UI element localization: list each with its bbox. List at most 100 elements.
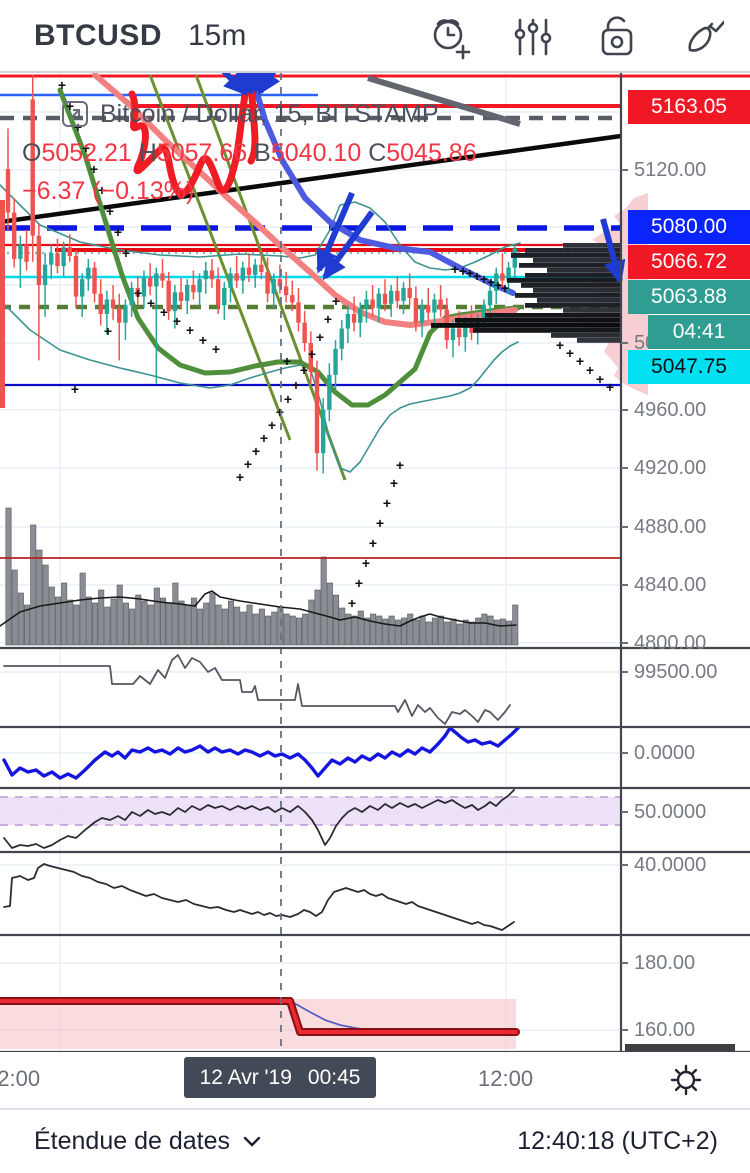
arrow-drawing <box>316 191 355 274</box>
sar-plus-mark: + <box>90 161 98 177</box>
candle-body <box>506 267 511 281</box>
volume-bar <box>153 587 160 646</box>
candle-body <box>388 290 394 304</box>
sar-plus-mark: + <box>369 535 377 551</box>
sar-plus-mark: + <box>212 341 220 357</box>
candle-body <box>413 298 419 323</box>
volume-bar <box>73 604 80 646</box>
volume-bar <box>135 594 142 646</box>
candle-body <box>376 293 381 309</box>
volume-bar <box>184 604 191 646</box>
sar-plus-mark: + <box>186 322 194 338</box>
date-range-label: Étendue de dates <box>34 1127 230 1155</box>
topbar: BTCUSD 15m <box>0 0 750 73</box>
volume-bar <box>160 597 167 646</box>
volume-bar <box>271 611 278 646</box>
candle-body <box>240 267 246 281</box>
clock-timezone[interactable]: 12:40:18 (UTC+2) <box>517 1127 718 1155</box>
candle-body <box>36 235 42 285</box>
candle-body <box>86 267 91 280</box>
candle-body <box>123 305 128 323</box>
sar-plus-mark: + <box>586 362 594 378</box>
sar-plus-mark: + <box>147 295 155 311</box>
volume-bar <box>351 615 358 646</box>
volume-profile-row <box>519 263 621 268</box>
crosshair-time-tooltip: 12 Avr '19 00:45 <box>184 1057 376 1098</box>
time-label-left: 12:00 <box>0 1066 41 1091</box>
drawing-check-icon[interactable] <box>678 14 724 60</box>
candle-body <box>358 308 363 323</box>
volume-profile-row <box>455 318 621 323</box>
candle-body <box>178 292 184 301</box>
volume-bar <box>48 586 55 646</box>
candle-body <box>277 279 283 287</box>
volume-bar <box>339 607 346 646</box>
lock-icon[interactable] <box>594 14 640 60</box>
sar-plus-mark: + <box>134 285 142 301</box>
olive-trendline-2 <box>194 74 347 481</box>
candle-body <box>401 287 406 301</box>
candle-body <box>253 264 258 275</box>
candle-body <box>327 374 332 410</box>
candle-body <box>370 299 375 309</box>
candle-body <box>61 247 66 267</box>
candle-body <box>487 290 493 306</box>
sar-plus-mark: + <box>236 469 244 485</box>
brush-drawing <box>128 73 259 198</box>
candle-body <box>339 328 344 349</box>
candle-body <box>345 314 351 329</box>
volume-bar <box>283 613 290 646</box>
bottombar: Étendue de dates 12:40:18 (UTC+2) <box>0 1108 750 1173</box>
candle-body <box>42 264 48 285</box>
volume-bar <box>98 589 105 646</box>
sar-plus-mark: + <box>252 443 260 459</box>
volume-bar <box>357 610 364 646</box>
volume-bar <box>289 615 296 646</box>
sar-plus-mark: + <box>576 353 584 369</box>
sar-plus-mark: + <box>292 377 300 393</box>
sar-plus-mark: + <box>71 381 79 397</box>
sar-plus-mark: + <box>244 456 252 472</box>
volume-bar <box>246 604 253 646</box>
panel5-line <box>3 863 515 931</box>
time-label-right: 12:00 <box>478 1066 534 1091</box>
sar-plus-mark: + <box>396 457 404 473</box>
volume-bar <box>370 613 377 646</box>
candle-body <box>104 299 110 314</box>
settings-gear-button[interactable] <box>621 1052 750 1108</box>
alert-add-icon[interactable] <box>426 14 472 60</box>
candle-body <box>79 279 85 297</box>
volume-profile-row <box>521 283 621 288</box>
volume-profile-row <box>533 258 621 263</box>
sar-plus-mark: + <box>82 140 90 156</box>
volume-bar <box>190 597 197 646</box>
interval-selector[interactable]: 15m <box>188 18 247 52</box>
sar-plus-mark: + <box>606 379 614 395</box>
chart-canvas[interactable]: + + + + + + + + + + + + + + + + + + + + + + + + + + + + + + + + + + + + + + + +… <box>0 73 750 1108</box>
candle-body <box>67 247 72 256</box>
sar-plus-mark: + <box>383 495 391 511</box>
sar-plus-mark: + <box>451 261 459 277</box>
candle-body <box>382 293 388 304</box>
indicators-icon[interactable] <box>510 14 556 60</box>
sar-plus-mark: + <box>160 304 168 320</box>
rsi-band <box>0 797 621 825</box>
date-range-button[interactable]: Étendue de dates <box>34 1127 262 1156</box>
volume-profile-row <box>511 253 621 258</box>
volume-bar <box>5 507 12 646</box>
sar-plus-mark: + <box>276 404 284 420</box>
volume-bar <box>363 617 370 646</box>
symbol-title[interactable]: BTCUSD <box>34 18 162 52</box>
panel6-step-inner <box>0 999 518 1034</box>
volume-profile-row <box>525 303 621 308</box>
volume-bar <box>54 596 61 646</box>
volume-bar <box>382 618 389 646</box>
volume-bar <box>122 602 129 646</box>
axis-scroll-pill <box>625 1044 735 1051</box>
volume-bar <box>394 619 401 646</box>
sar-plus-mark: + <box>348 595 356 611</box>
volume-bar <box>493 619 500 646</box>
volume-bar <box>67 599 74 646</box>
volume-bar <box>326 582 333 646</box>
